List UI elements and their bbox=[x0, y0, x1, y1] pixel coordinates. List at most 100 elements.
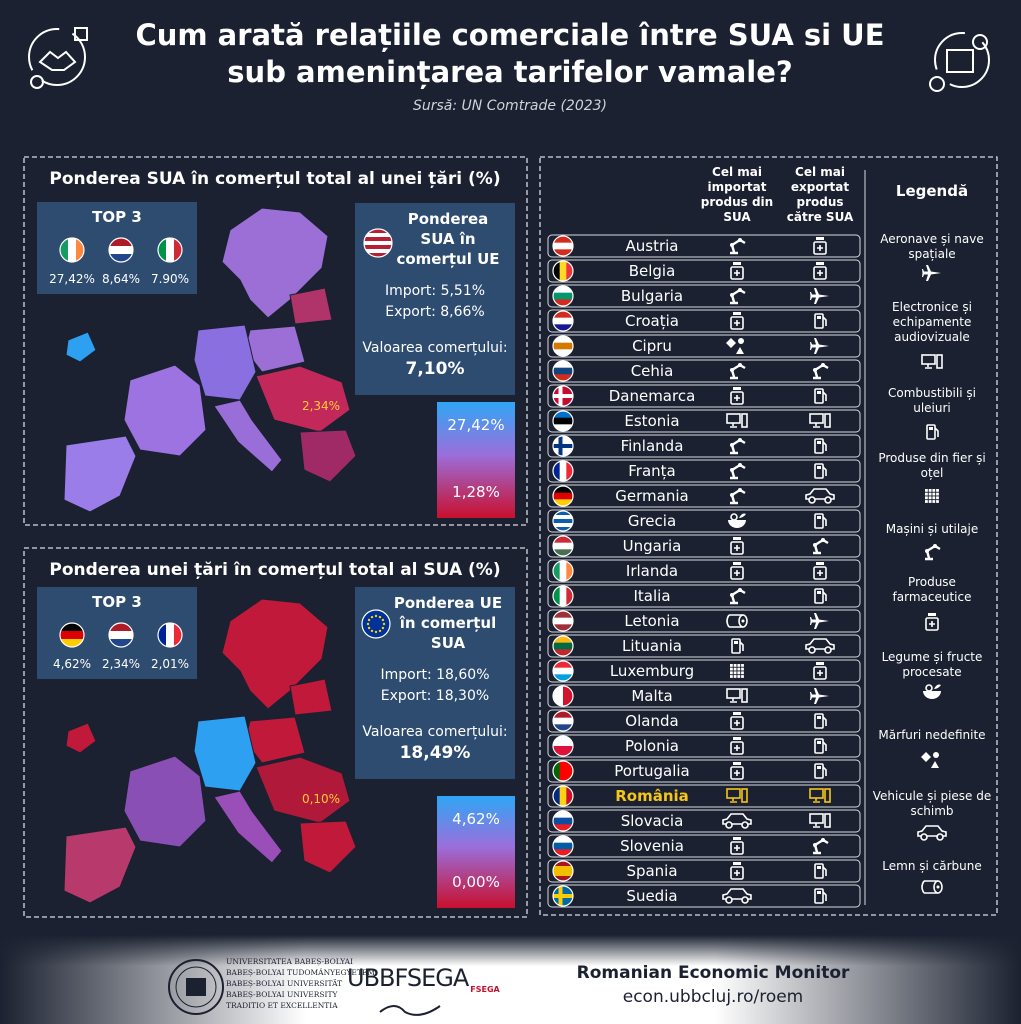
flag-rim bbox=[552, 660, 574, 682]
icon-joint bbox=[738, 488, 742, 492]
flag-stripe bbox=[109, 639, 133, 647]
flag-stripes bbox=[553, 336, 573, 356]
flag-cross bbox=[553, 394, 573, 398]
flag bbox=[552, 685, 574, 707]
europe-map bbox=[63, 598, 357, 904]
flag-rim bbox=[552, 810, 574, 832]
legend-item: Produse din fier și oțel bbox=[878, 451, 986, 480]
legend-item: Vehicule și piese de schimb bbox=[872, 789, 992, 818]
flag-cross bbox=[553, 894, 573, 898]
flag-stripe bbox=[553, 849, 573, 856]
flag-stripe bbox=[364, 245, 392, 250]
icon-grid-cell bbox=[741, 671, 744, 675]
flag-stripe bbox=[553, 367, 573, 375]
icon-hose bbox=[822, 516, 827, 526]
country-name: Franța bbox=[628, 462, 676, 480]
category-icon bbox=[814, 763, 827, 779]
category-icon bbox=[922, 265, 941, 281]
flag-rim bbox=[552, 635, 574, 657]
icon-cap bbox=[733, 837, 741, 840]
table-row bbox=[547, 784, 861, 808]
flag bbox=[157, 237, 183, 263]
icon-wheel bbox=[741, 821, 749, 829]
icon-bottle bbox=[925, 617, 939, 631]
icon-bottle bbox=[730, 716, 744, 730]
icon-hose bbox=[822, 441, 827, 451]
category-icon bbox=[730, 288, 746, 305]
flag-stripe bbox=[553, 674, 573, 681]
icon-shape bbox=[738, 338, 744, 344]
flag-stripe bbox=[553, 642, 573, 650]
country-shape bbox=[255, 756, 351, 824]
flag-stripe bbox=[566, 561, 573, 581]
flag-rim bbox=[552, 860, 574, 882]
country-name: Italia bbox=[633, 587, 671, 605]
table-row bbox=[547, 234, 861, 258]
icon-grid-cell bbox=[928, 500, 932, 503]
flag bbox=[552, 385, 574, 407]
icon-pump bbox=[814, 513, 824, 529]
icon-cross bbox=[734, 545, 740, 551]
country-shape bbox=[299, 820, 357, 874]
icon-joint bbox=[730, 368, 734, 372]
category-icon bbox=[810, 613, 829, 629]
icon-car bbox=[917, 825, 947, 837]
panel-borders bbox=[23, 156, 998, 918]
icon-joint bbox=[730, 493, 734, 497]
country-name: Olanda bbox=[625, 712, 679, 730]
category-icon bbox=[814, 863, 827, 879]
flag-stripe bbox=[553, 374, 573, 381]
footer-logos bbox=[168, 959, 441, 1016]
icon-bottle bbox=[730, 566, 744, 580]
flag-stripes bbox=[553, 711, 573, 731]
icon-monitor bbox=[726, 413, 741, 424]
icon-pump-window bbox=[817, 591, 821, 594]
country-shape bbox=[65, 722, 97, 754]
icon-hose bbox=[822, 591, 827, 601]
icon-hose bbox=[822, 316, 827, 326]
icon-stand bbox=[730, 798, 737, 803]
icon-grid-cell bbox=[737, 667, 741, 671]
flag-stripe bbox=[364, 253, 392, 257]
flag-rim bbox=[552, 410, 574, 432]
country-shape bbox=[213, 790, 283, 864]
icon-cross bbox=[734, 745, 740, 751]
map-label: 0,10% bbox=[301, 792, 341, 806]
icon-grid-cell bbox=[932, 492, 936, 496]
flag-stripe bbox=[553, 824, 573, 831]
category-icon bbox=[726, 413, 748, 428]
flag-stripe bbox=[553, 661, 573, 669]
icon-cap bbox=[733, 537, 741, 540]
summary-trade-value: 7,10% bbox=[405, 359, 465, 379]
category-icon bbox=[730, 737, 744, 755]
summary-trade-label: Valoarea comerțului: bbox=[362, 340, 508, 356]
flag bbox=[157, 622, 183, 648]
top3-title: TOP 3 bbox=[92, 593, 142, 611]
table-row bbox=[547, 659, 861, 683]
flag-rim bbox=[59, 622, 85, 648]
flag-stripe bbox=[559, 561, 567, 581]
flag-stripe bbox=[559, 586, 567, 606]
flag bbox=[552, 235, 574, 257]
icon-pump-window bbox=[817, 866, 821, 869]
category-icon bbox=[813, 662, 827, 680]
icon-cap bbox=[733, 712, 741, 715]
icon-joint bbox=[738, 438, 742, 442]
top3-value: 2,34% bbox=[101, 657, 141, 671]
flag-stripe bbox=[553, 611, 573, 619]
category-icon bbox=[731, 638, 744, 654]
flag-stripe bbox=[553, 711, 573, 719]
flag-stripes bbox=[553, 611, 573, 631]
icon-grid-cell bbox=[932, 496, 936, 500]
category-icon bbox=[805, 488, 835, 504]
country-name: Irlanda bbox=[625, 562, 679, 580]
flag-stripe bbox=[553, 871, 573, 877]
flag-stripe bbox=[553, 519, 573, 524]
flag-stripes bbox=[553, 786, 573, 806]
flag-stripe bbox=[553, 876, 573, 881]
eu-star bbox=[382, 622, 386, 626]
icon-wheel bbox=[741, 896, 749, 904]
flag-stripe bbox=[109, 254, 133, 262]
top3-value: 7.90% bbox=[150, 272, 190, 286]
icon-pump-window bbox=[817, 716, 821, 719]
